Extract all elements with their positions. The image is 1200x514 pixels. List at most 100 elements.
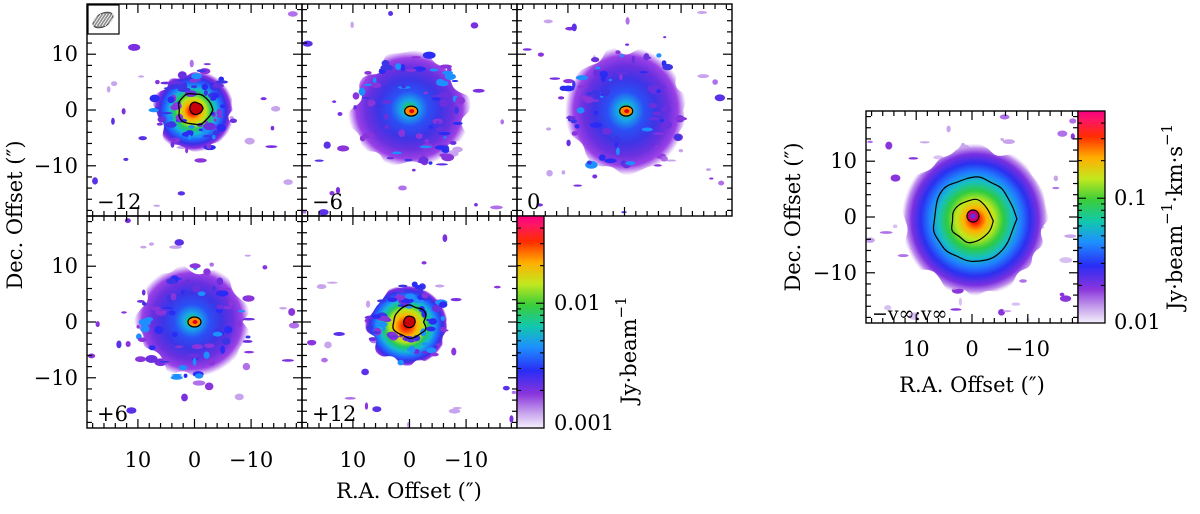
emission-speckle [639,71,648,74]
contour-line [392,304,427,340]
emission-speckle [196,69,207,73]
emission-speckle [590,57,600,63]
emission-speckle [426,318,430,322]
emission-speckle [452,406,462,410]
emission-speckle [714,94,726,102]
emission-speckle [121,311,127,314]
emission-speckle [616,147,620,156]
emission-speckle [177,87,191,93]
emission-speckle [890,174,901,182]
emission-speckle [1059,257,1073,264]
emission-speckle [361,368,369,376]
emission-speckle [194,158,207,163]
emission-speckle [404,359,410,364]
emission-speckle [242,339,253,343]
emission-speckle [116,340,122,349]
emission-speckle [242,317,255,321]
emission-speckle [543,19,553,24]
emission-speckle [387,335,400,339]
emission-speckle [194,373,204,379]
emission-speckle [219,104,226,109]
emission-speckle [106,86,111,93]
emission-speckle [172,83,184,89]
emission-speckle [660,106,672,113]
emission-speckle [472,88,485,93]
emission-speckle [709,177,714,180]
emission-speckle [674,134,682,141]
channel-panel-minus12 [86,3,303,217]
emission-speckle [262,265,268,270]
emission-speckle [908,157,919,160]
emission-speckle [213,118,217,122]
emission-speckle [220,345,226,354]
colorbar-label-exponent: −1 [612,296,630,318]
emission-speckle [160,81,172,85]
emission-speckle [451,79,459,83]
y-tick-label: 10 [830,149,857,173]
colorbar-tick-label: 0.001 [554,411,614,435]
emission-speckle [125,341,131,348]
emission-speckle [110,81,118,87]
emission-speckle [192,357,197,366]
emission-speckle [182,82,188,89]
emission-speckle [191,353,199,359]
emission-map [307,234,517,428]
emission-speckle [288,308,296,316]
emission-speckle [454,106,459,115]
emission-speckle [608,79,613,82]
emission-speckle [418,288,424,295]
y-axis-label: Dec. Offset (″) [3,140,27,289]
emission-speckle [215,80,228,84]
emission-peak [624,109,630,114]
emission-speckle [145,355,158,363]
emission-speckle [174,345,184,348]
emission-speckle [663,36,667,39]
colorbar [516,215,545,429]
channel-panel-plus12 [301,215,518,429]
emission-speckle [648,102,658,108]
emission-speckle [435,127,447,131]
emission-map [866,114,1077,322]
emission-speckle [215,290,229,297]
emission-speckle [335,187,341,194]
emission-speckle [549,77,561,80]
emission-speckle [191,344,204,350]
emission-speckle [188,125,195,129]
emission-speckle [181,393,188,402]
velocity-label: +12 [312,402,356,426]
emission-speckle [380,64,394,71]
emission-speckle [123,157,129,161]
emission-speckle [265,145,278,149]
emission-speckle [170,104,179,111]
emission-speckle [189,78,198,83]
emission-speckle [148,107,159,113]
emission-speckle [153,204,161,207]
y-tick-label: 10 [51,254,78,278]
emission-speckle [598,154,606,161]
contour-line [932,176,1018,263]
emission-speckle [302,40,313,47]
emission-speckle [421,261,427,265]
emission-speckle [449,140,457,145]
emission-speckle [563,79,574,84]
x-tick-label: 10 [340,448,367,472]
emission-speckle [387,297,398,303]
emission-speckle [358,87,366,96]
emission-speckle [509,415,514,423]
emission-speckle [206,143,212,150]
velocity-label: +6 [97,402,128,426]
emission-speckle [405,68,417,72]
emission-speckle [436,78,445,87]
emission-speckle [643,53,650,61]
emission-speckle [372,331,380,334]
emission-speckle [536,203,544,207]
emission-speckle [229,118,238,124]
emission-speckle [203,268,211,276]
emission-speckle [333,332,345,337]
emission-speckle [368,337,377,342]
emission-speckle [140,245,147,249]
colorbar-label: Jy·beam−1 [612,296,641,405]
emission-speckle [404,158,413,162]
emission-speckle [167,96,175,104]
emission-speckle [136,325,140,329]
